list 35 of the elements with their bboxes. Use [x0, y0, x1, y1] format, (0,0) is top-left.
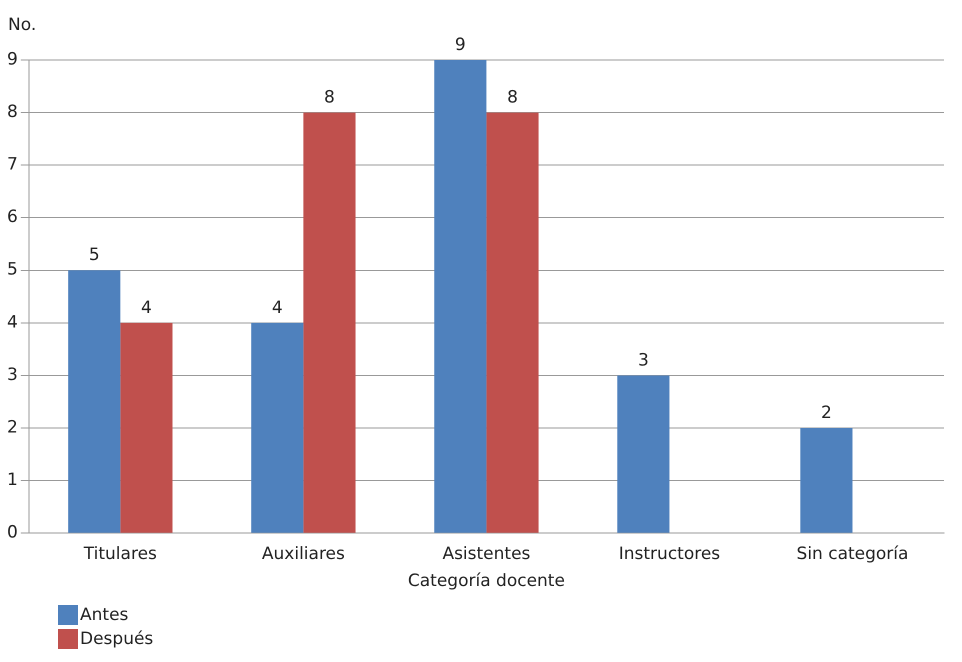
x-axis-title: Categoría docente	[408, 571, 565, 592]
data-label: 2	[820, 402, 832, 423]
data-label: 9	[454, 34, 466, 55]
bar	[303, 112, 356, 533]
legend-label: Después	[80, 629, 154, 649]
data-label: 8	[507, 88, 518, 108]
y-tick-label: 3	[6, 364, 18, 385]
y-tick-label: 6	[6, 207, 18, 228]
x-tick-label: Auxiliares	[262, 544, 346, 564]
y-tick-label: 9	[6, 49, 18, 70]
y-tick-label: 1	[6, 470, 18, 490]
bar	[800, 428, 852, 533]
bar	[120, 322, 172, 533]
data-label: 4	[272, 298, 283, 318]
x-tick-label: Asistentes	[442, 544, 531, 564]
x-tick-label: Sin categoría	[796, 544, 908, 564]
data-label: 3	[638, 350, 649, 370]
x-tick-label: Instructores	[618, 544, 720, 564]
y-axis-title: No.	[8, 14, 36, 35]
y-tick-label: 2	[6, 417, 18, 438]
y-tick-label: 0	[6, 522, 18, 543]
y-tick-label: 8	[6, 102, 18, 122]
data-label: 4	[141, 298, 152, 318]
bar	[68, 270, 120, 533]
data-label: 5	[88, 245, 100, 266]
bar	[434, 60, 486, 533]
y-tick-label: 5	[6, 260, 18, 280]
x-tick-label: Titulares	[82, 544, 158, 564]
y-tick-label: 4	[6, 312, 18, 332]
legend-label: Antes	[80, 605, 128, 625]
data-label: 8	[324, 88, 335, 108]
bar	[486, 112, 539, 533]
bar	[617, 375, 670, 533]
bar	[251, 322, 304, 533]
y-tick-label: 7	[6, 154, 18, 175]
